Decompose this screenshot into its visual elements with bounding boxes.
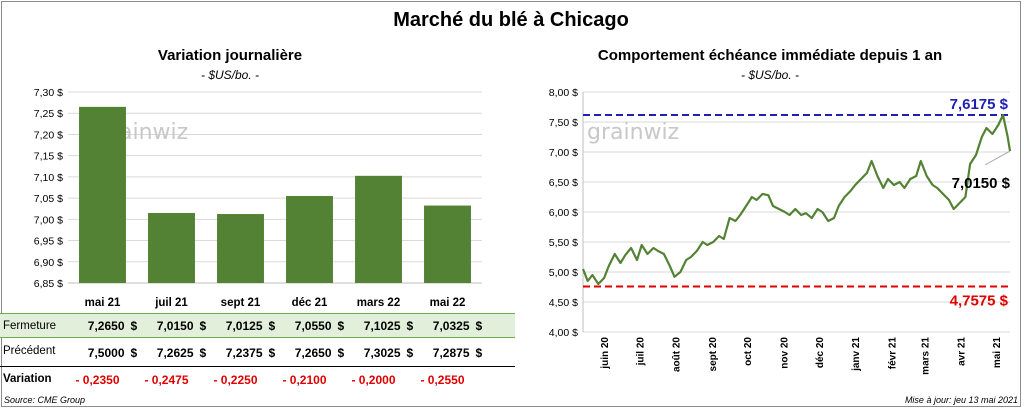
table-cell-currency: $ — [475, 346, 483, 360]
table-cell-currency: $ — [130, 319, 138, 333]
x-tick-label: avr 21 — [957, 337, 968, 366]
table-cell-close: 7,1025 — [363, 319, 401, 333]
x-tick-label: mai 21 — [992, 337, 1003, 369]
table-cell-prev: 7,2875 — [432, 346, 470, 360]
table-cell-var: - 0,2350 — [75, 373, 120, 387]
table-cell-close: 7,2650 — [87, 319, 125, 333]
y-tick-label: 7,00 $ — [549, 147, 578, 159]
x-tick-label: févr 21 — [888, 337, 899, 370]
table-cell-currency: $ — [475, 319, 483, 333]
x-tick-label: nov 20 — [780, 337, 791, 369]
y-tick-label: 6,90 $ — [34, 257, 63, 269]
y-tick-label: 5,00 $ — [549, 267, 578, 279]
x-tick-label: sept 20 — [708, 337, 719, 372]
row-label-prev: Précédent — [3, 345, 56, 357]
table-cell-var: - 0,2550 — [420, 373, 465, 387]
table-cell-prev: 7,5000 — [87, 346, 125, 360]
table-cell-var: - 0,2000 — [351, 373, 396, 387]
page-title: Marché du blé à Chicago — [393, 9, 629, 31]
table-cell-prev: 7,2625 — [156, 346, 194, 360]
bar — [79, 106, 126, 283]
max-label: 7,6175 $ — [950, 96, 1009, 113]
x-tick-label: mars 21 — [920, 337, 931, 375]
row-label-var: Variation — [3, 373, 52, 385]
y-tick-label: 6,85 $ — [34, 278, 63, 290]
table-cell-prev: 7,2375 — [225, 346, 263, 360]
x-tick-label: mai 21 — [85, 297, 121, 309]
y-tick-label: 7,50 $ — [549, 117, 578, 129]
y-tick-label: 8,00 $ — [549, 87, 578, 99]
x-tick-label: janv 21 — [851, 337, 862, 372]
bar — [148, 212, 195, 283]
y-tick-label: 7,30 $ — [34, 87, 63, 99]
watermark: grainwiz — [587, 120, 679, 145]
table-cell-var: - 0,2250 — [213, 373, 258, 387]
min-label: 4,7575 $ — [950, 293, 1009, 310]
last-value-label: 7,0150 $ — [952, 175, 1011, 192]
right-chart-subtitle: - $US/bo. - — [740, 68, 800, 82]
y-tick-label: 7,05 $ — [34, 193, 63, 205]
table-cell-currency: $ — [268, 346, 276, 360]
table-cell-currency: $ — [199, 319, 207, 333]
table-row-close: Fermeture — [0, 313, 515, 338]
last-value-leader — [984, 150, 1011, 166]
y-tick-label: 4,50 $ — [549, 297, 578, 309]
right-chart-title: Comportement échéance immédiate depuis 1… — [597, 47, 943, 64]
x-tick-label: déc 20 — [815, 337, 826, 369]
x-tick-label: oct 20 — [743, 337, 754, 366]
table-row-prev: Précédent — [0, 339, 515, 364]
table-cell-currency: $ — [406, 346, 414, 360]
x-tick-label: juin 20 — [600, 337, 611, 370]
update-note: Mise à jour: jeu 13 mai 2021 — [904, 395, 1018, 405]
y-tick-label: 6,50 $ — [549, 177, 578, 189]
table-cell-currency: $ — [268, 319, 276, 333]
y-tick-label: 6,00 $ — [549, 207, 578, 219]
left-chart-title: Variation journalière — [157, 47, 303, 64]
bar — [424, 205, 471, 283]
y-tick-label: 7,00 $ — [34, 214, 63, 226]
bar — [286, 195, 333, 283]
table-cell-prev: 7,2650 — [294, 346, 332, 360]
table-cell-prev: 7,3025 — [363, 346, 401, 360]
left-chart-subtitle: - $US/bo. - — [200, 68, 260, 82]
bar — [217, 214, 264, 283]
y-tick-label: 7,25 $ — [34, 108, 63, 120]
y-tick-label: 7,20 $ — [34, 129, 63, 141]
table-cell-currency: $ — [337, 319, 345, 333]
table-cell-var: - 0,2100 — [282, 373, 327, 387]
bar — [355, 175, 402, 283]
table-cell-close: 7,0125 — [225, 319, 263, 333]
y-tick-label: 6,95 $ — [34, 236, 63, 248]
table-cell-currency: $ — [199, 346, 207, 360]
x-tick-label: juil 20 — [635, 337, 646, 367]
table-cell-var: - 0,2475 — [144, 373, 189, 387]
table-cell-currency: $ — [406, 319, 414, 333]
table-row-var: Variation — [0, 366, 515, 392]
x-tick-label: mars 22 — [357, 297, 400, 309]
table-cell-currency: $ — [130, 346, 138, 360]
price-line — [581, 113, 1012, 286]
y-tick-label: 7,15 $ — [34, 151, 63, 163]
x-tick-label: juil 21 — [154, 297, 188, 309]
x-tick-label: mai 22 — [430, 297, 466, 309]
table-cell-close: 7,0550 — [294, 319, 332, 333]
table-cell-currency: $ — [337, 346, 345, 360]
source-note: Source: CME Group — [4, 395, 86, 405]
y-tick-label: 7,10 $ — [34, 172, 63, 184]
y-tick-label: 5,50 $ — [549, 237, 578, 249]
table-cell-close: 7,0150 — [156, 319, 194, 333]
x-tick-label: août 20 — [672, 337, 683, 372]
y-tick-label: 4,00 $ — [549, 327, 578, 339]
row-label-close: Fermeture — [3, 320, 57, 332]
table-cell-close: 7,0325 — [432, 319, 470, 333]
x-tick-label: sept 21 — [221, 297, 261, 309]
x-tick-label: déc 21 — [292, 297, 328, 309]
